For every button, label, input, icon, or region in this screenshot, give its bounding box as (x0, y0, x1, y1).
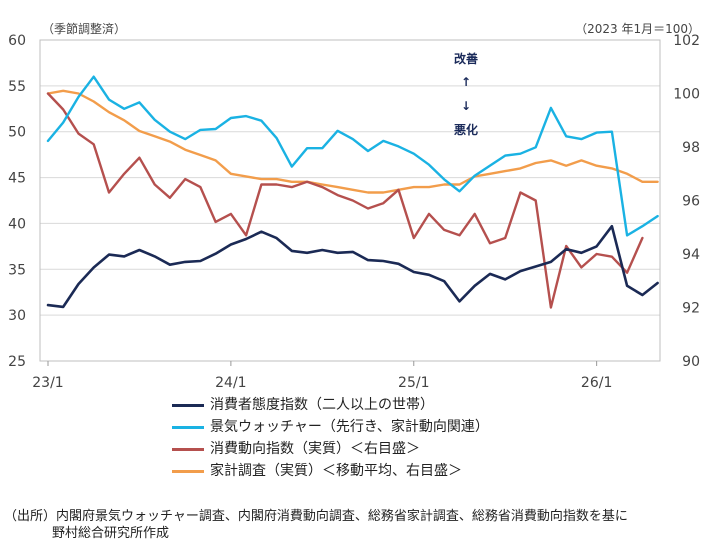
annotation-worsen: 悪化 (454, 122, 478, 137)
right-axis-ticks: 90 92 94 96 98 100 102 (673, 33, 700, 370)
plot-frame (39, 39, 661, 362)
legend-swatch (172, 447, 204, 451)
x-tick-label: 24/1 (215, 375, 246, 390)
legend-item: 消費者態度指数（二人以上の世帯） (172, 394, 489, 416)
legend-swatch (172, 425, 204, 429)
left-tick-label: 35 (8, 262, 26, 278)
right-tick-label: 90 (682, 354, 700, 370)
source-line-1: （出所）内閣府景気ウォッチャー調査、内閣府消費動向調査、総務省家計調査、総務省消… (4, 509, 628, 524)
left-tick-label: 55 (8, 79, 26, 95)
annotation-arrow-up: ↑ (461, 75, 471, 89)
annotation-improve: 改善 (454, 51, 478, 66)
left-axis-ticks: 25 30 35 40 45 50 55 60 (8, 33, 26, 370)
legend-label: 消費者態度指数（二人以上の世帯） (210, 397, 434, 413)
right-axis-unit: （2023 年1月＝100） (575, 22, 700, 36)
x-tick-label: 26/1 (581, 375, 612, 390)
series-line-3 (46, 92, 644, 309)
source-note: （出所）内閣府景気ウォッチャー調査、内閣府消費動向調査、総務省家計調査、総務省消… (4, 508, 628, 542)
right-tick-label: 96 (682, 194, 700, 210)
right-tick-label: 98 (682, 140, 700, 156)
legend-item: 消費動向指数（実質）＜右目盛＞ (172, 438, 489, 460)
right-tick-label: 92 (682, 301, 700, 317)
x-axis-ticks: 23/1 24/1 25/1 26/1 (32, 361, 612, 390)
legend-swatch (172, 469, 204, 473)
series-line-2 (46, 75, 659, 237)
legend-label: 消費動向指数（実質）＜右目盛＞ (210, 441, 420, 457)
legend-swatch (172, 403, 204, 407)
left-axis-unit: （季節調整済） (42, 21, 126, 36)
legend: 消費者態度指数（二人以上の世帯） 景気ウォッチャー（先行き、家計動向関連） 消費… (172, 394, 489, 482)
left-tick-label: 25 (8, 354, 26, 370)
left-tick-label: 40 (8, 216, 26, 232)
right-tick-label: 102 (673, 33, 700, 49)
left-tick-label: 60 (8, 33, 26, 49)
series-line-1 (46, 224, 659, 309)
x-tick-label: 25/1 (398, 375, 429, 390)
left-tick-label: 30 (8, 308, 26, 324)
source-line-2: 野村総合研究所作成 (52, 526, 170, 541)
left-tick-label: 50 (8, 125, 26, 141)
legend-label: 家計調査（実質）＜移動平均、右目盛＞ (210, 463, 462, 479)
chart: 25 30 35 40 45 50 55 60 90 92 94 96 98 100 102 23/1 24… (8, 21, 700, 390)
annotation-arrow-down: ↓ (461, 99, 471, 113)
legend-item: 家計調査（実質）＜移動平均、右目盛＞ (172, 460, 489, 482)
x-tick-label: 23/1 (32, 375, 63, 390)
right-tick-label: 94 (682, 247, 700, 263)
series-layer (46, 75, 659, 309)
left-tick-label: 45 (8, 171, 26, 187)
series-line-4 (46, 89, 659, 194)
legend-item: 景気ウォッチャー（先行き、家計動向関連） (172, 416, 489, 438)
legend-label: 景気ウォッチャー（先行き、家計動向関連） (210, 419, 489, 435)
right-tick-label: 100 (673, 87, 700, 103)
